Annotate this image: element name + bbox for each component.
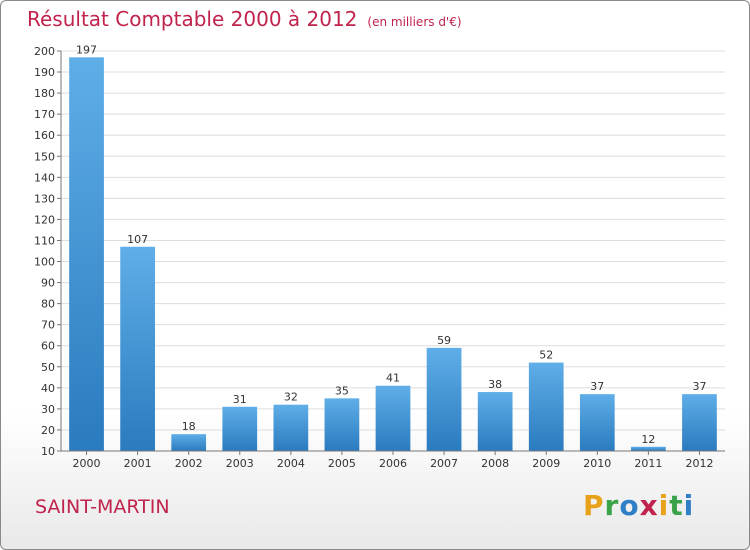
x-tick-label: 2006 xyxy=(379,457,407,470)
x-tick-label: 2002 xyxy=(175,457,203,470)
chart-title: Résultat Comptable 2000 à 2012 xyxy=(27,7,358,31)
x-tick-label: 2009 xyxy=(532,457,560,470)
logo-letter: i xyxy=(683,489,695,522)
bar-value-label: 52 xyxy=(539,349,553,362)
bar-value-label: 107 xyxy=(127,233,148,246)
y-tick-label: 60 xyxy=(41,340,55,353)
bar xyxy=(426,347,462,451)
x-tick-label: 2011 xyxy=(634,457,662,470)
bar-value-label: 37 xyxy=(590,380,604,393)
x-tick-label: 2004 xyxy=(277,457,305,470)
bar xyxy=(477,392,513,451)
bar-value-label: 41 xyxy=(386,372,400,385)
bar xyxy=(120,246,155,451)
bar-value-label: 12 xyxy=(641,433,655,446)
bar-value-label: 31 xyxy=(233,393,247,406)
x-tick-label: 2008 xyxy=(481,457,509,470)
bar-value-label: 35 xyxy=(335,384,349,397)
y-tick-label: 190 xyxy=(34,66,55,79)
logo-letter: o xyxy=(619,489,640,522)
bar xyxy=(171,434,207,451)
y-tick-label: 160 xyxy=(34,129,55,142)
y-tick-label: 20 xyxy=(41,424,55,437)
y-tick-label: 130 xyxy=(34,192,55,205)
bar xyxy=(579,394,615,451)
y-tick-label: 70 xyxy=(41,319,55,332)
bar xyxy=(69,57,104,451)
bar-value-label: 38 xyxy=(488,378,502,391)
y-tick-label: 40 xyxy=(41,382,55,395)
bar xyxy=(631,446,666,451)
bar xyxy=(324,398,360,451)
y-tick-label: 170 xyxy=(34,108,55,121)
logo-letter: i xyxy=(658,489,670,522)
x-tick-label: 2003 xyxy=(226,457,254,470)
bar xyxy=(222,406,258,451)
city-name: SAINT-MARTIN xyxy=(35,496,170,518)
bar-value-label: 37 xyxy=(692,380,706,393)
x-tick-label: 2005 xyxy=(328,457,356,470)
y-tick-label: 140 xyxy=(34,171,55,184)
y-tick-label: 90 xyxy=(41,277,55,290)
bar xyxy=(682,394,717,451)
y-tick-label: 120 xyxy=(34,213,55,226)
x-tick-label: 2012 xyxy=(685,457,713,470)
bar xyxy=(528,362,564,451)
logo-letter: r xyxy=(604,489,620,522)
bar-chart: 197 107 18 31 32 35 41 59 38 52 37 12 37 10 20 30 40 50 6… xyxy=(34,43,725,470)
y-tick-label: 200 xyxy=(34,45,55,58)
bar-value-label: 18 xyxy=(182,420,196,433)
bar xyxy=(375,385,411,451)
logo-letter: P xyxy=(583,489,605,522)
chart-subtitle: (en milliers d'€) xyxy=(367,15,462,29)
bar-value-label: 32 xyxy=(284,391,298,404)
chart-title-row: Résultat Comptable 2000 à 2012 (en millie… xyxy=(27,7,462,31)
x-tick-label: 2000 xyxy=(73,457,101,470)
y-tick-label: 80 xyxy=(41,298,55,311)
bar-value-label: 59 xyxy=(437,334,451,347)
y-tick-label: 10 xyxy=(41,445,55,458)
x-tick-label: 2001 xyxy=(124,457,152,470)
y-tick-label: 150 xyxy=(34,150,55,163)
logo-letter: t xyxy=(669,489,684,522)
logo-letter: x xyxy=(639,489,659,522)
y-tick-label: 50 xyxy=(41,361,55,374)
x-tick-label: 2007 xyxy=(430,457,458,470)
y-tick-label: 180 xyxy=(34,87,55,100)
proxiti-logo[interactable]: Proxiti xyxy=(583,489,694,522)
x-tick-label: 2010 xyxy=(583,457,611,470)
bar-value-label: 197 xyxy=(76,43,97,56)
y-tick-label: 100 xyxy=(34,256,55,269)
y-tick-label: 30 xyxy=(41,403,55,416)
bar xyxy=(273,404,309,451)
y-tick-label: 110 xyxy=(34,234,55,247)
